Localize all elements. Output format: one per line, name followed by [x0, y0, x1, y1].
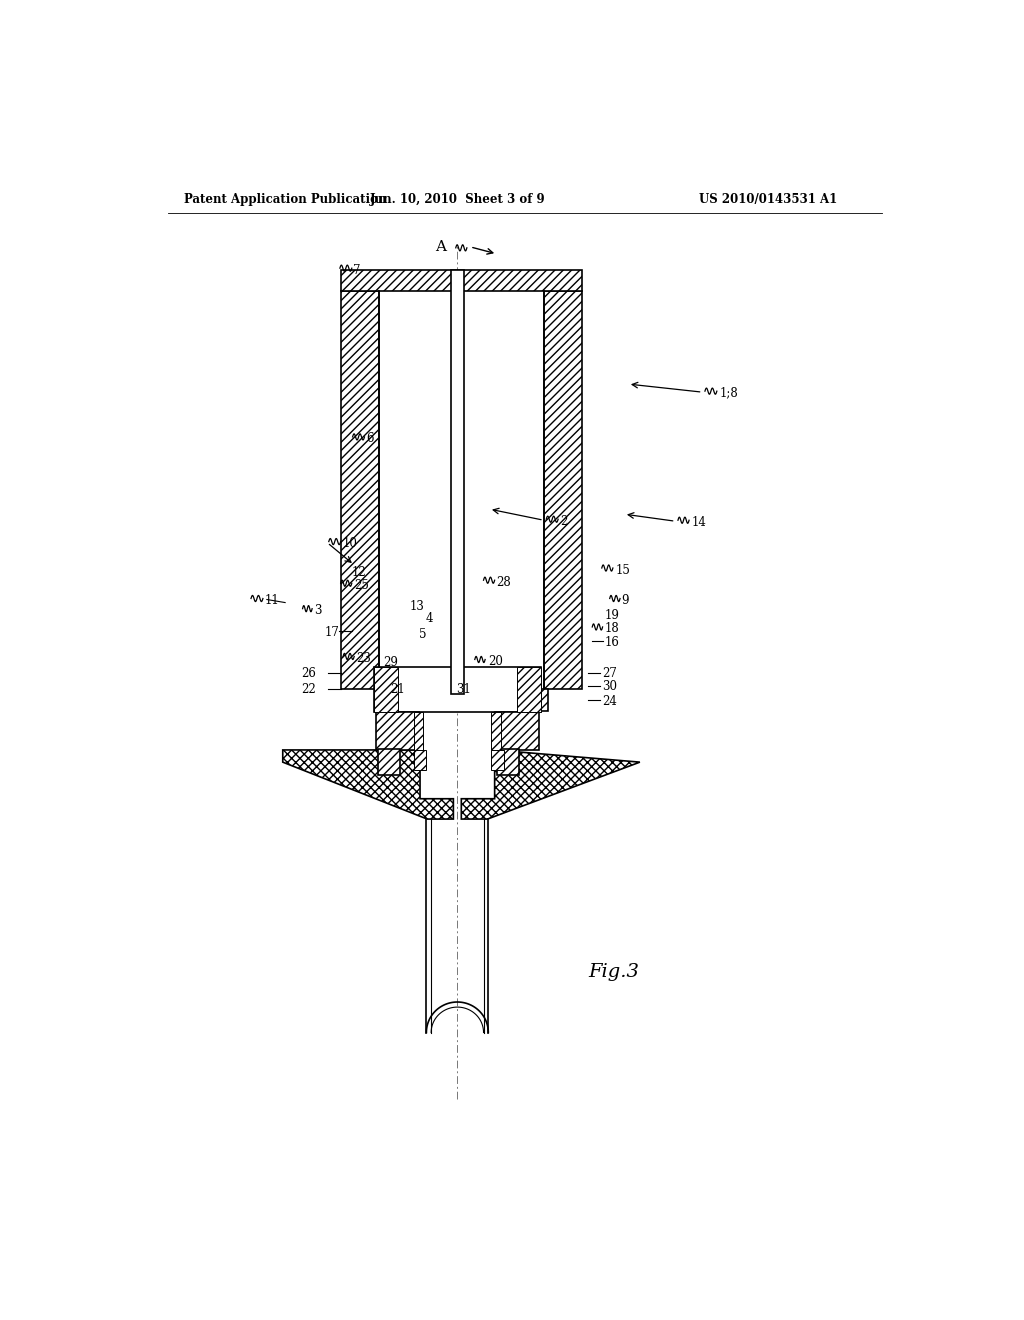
Text: 12: 12 — [352, 565, 367, 578]
Bar — [379, 290, 544, 689]
Bar — [497, 748, 519, 775]
Bar — [376, 713, 419, 750]
Text: 29: 29 — [384, 656, 398, 669]
Text: 31: 31 — [456, 684, 471, 697]
Bar — [517, 667, 541, 713]
Text: 25: 25 — [354, 578, 369, 591]
Text: 4: 4 — [426, 612, 433, 626]
Bar — [492, 713, 501, 750]
Text: Patent Application Publication: Patent Application Publication — [183, 193, 386, 206]
Text: 19: 19 — [604, 610, 620, 622]
Text: 30: 30 — [602, 680, 617, 693]
Bar — [492, 750, 504, 771]
Bar — [374, 667, 397, 713]
Text: 17: 17 — [325, 626, 340, 639]
Text: 20: 20 — [488, 655, 503, 668]
Polygon shape — [283, 750, 454, 818]
Text: 2: 2 — [560, 515, 567, 528]
Bar — [544, 290, 582, 689]
Bar — [375, 689, 378, 711]
Text: 13: 13 — [410, 601, 425, 612]
Text: Jun. 10, 2010  Sheet 3 of 9: Jun. 10, 2010 Sheet 3 of 9 — [370, 193, 545, 206]
Text: 14: 14 — [691, 516, 707, 529]
Text: US 2010/0143531 A1: US 2010/0143531 A1 — [699, 193, 838, 206]
Bar — [341, 271, 582, 290]
Text: 7: 7 — [353, 264, 360, 277]
Text: 6: 6 — [367, 433, 374, 445]
Text: 15: 15 — [615, 564, 630, 577]
Bar — [451, 271, 464, 694]
Text: 28: 28 — [497, 576, 511, 589]
Text: Fig.3: Fig.3 — [588, 962, 639, 981]
Text: 11: 11 — [264, 594, 280, 607]
Text: 1;8: 1;8 — [719, 387, 738, 400]
Bar — [414, 750, 426, 771]
Text: 5: 5 — [419, 627, 427, 640]
Text: 22: 22 — [301, 684, 315, 697]
Bar — [341, 290, 379, 689]
Text: 3: 3 — [313, 605, 322, 618]
Text: 9: 9 — [622, 594, 629, 607]
Bar — [496, 713, 539, 750]
Bar — [378, 748, 400, 775]
Text: 16: 16 — [604, 636, 620, 648]
Bar — [414, 713, 423, 750]
Text: 27: 27 — [602, 667, 617, 680]
Text: 24: 24 — [602, 694, 617, 708]
Text: A: A — [435, 240, 446, 253]
Text: 26: 26 — [301, 667, 315, 680]
Bar — [374, 667, 541, 713]
Text: 21: 21 — [390, 684, 404, 697]
Text: 10: 10 — [342, 537, 357, 550]
Polygon shape — [461, 750, 640, 818]
Text: 18: 18 — [604, 623, 618, 635]
Bar — [537, 689, 548, 711]
Text: 23: 23 — [356, 652, 372, 665]
